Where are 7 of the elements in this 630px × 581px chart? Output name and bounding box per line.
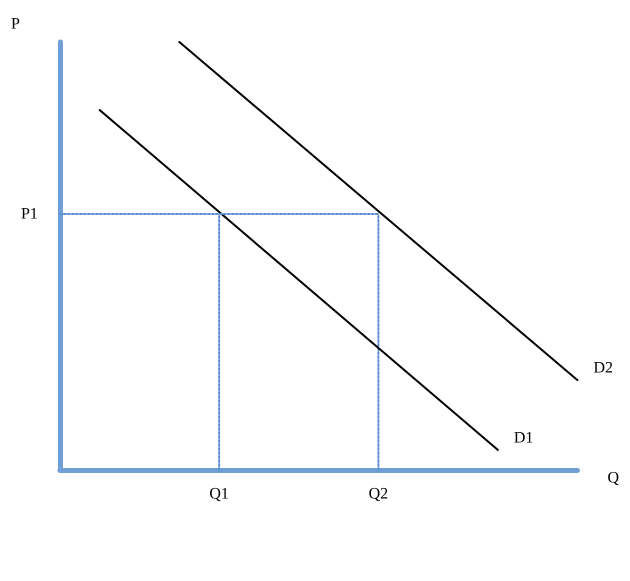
x-tick-label: Q2	[368, 486, 388, 502]
y-axis-title: P	[10, 16, 20, 32]
series-label: P1	[20, 206, 38, 223]
series-label: D1	[514, 429, 534, 446]
x-axis-title: Q	[607, 470, 620, 486]
x-tick-label: Q1	[209, 486, 229, 502]
series-label: D2	[593, 360, 614, 377]
